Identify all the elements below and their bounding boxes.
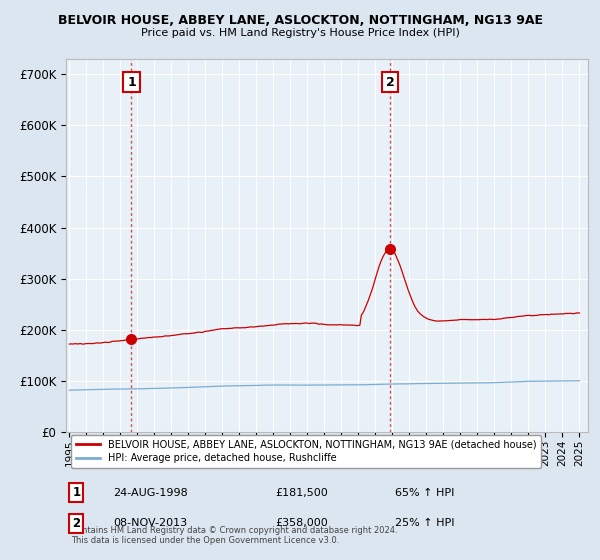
Text: £181,500: £181,500 — [275, 488, 328, 498]
Text: Contains HM Land Registry data © Crown copyright and database right 2024.
This d: Contains HM Land Registry data © Crown c… — [71, 526, 398, 545]
Text: 1: 1 — [127, 76, 136, 88]
Text: 65% ↑ HPI: 65% ↑ HPI — [395, 488, 454, 498]
Text: Price paid vs. HM Land Registry's House Price Index (HPI): Price paid vs. HM Land Registry's House … — [140, 28, 460, 38]
Text: 2: 2 — [386, 76, 394, 88]
Legend: BELVOIR HOUSE, ABBEY LANE, ASLOCKTON, NOTTINGHAM, NG13 9AE (detached house), HPI: BELVOIR HOUSE, ABBEY LANE, ASLOCKTON, NO… — [71, 435, 541, 468]
Text: BELVOIR HOUSE, ABBEY LANE, ASLOCKTON, NOTTINGHAM, NG13 9AE: BELVOIR HOUSE, ABBEY LANE, ASLOCKTON, NO… — [58, 14, 542, 27]
Text: 08-NOV-2013: 08-NOV-2013 — [113, 518, 187, 528]
Text: £358,000: £358,000 — [275, 518, 328, 528]
Text: 2: 2 — [73, 517, 80, 530]
Text: 1: 1 — [73, 486, 80, 500]
Text: 25% ↑ HPI: 25% ↑ HPI — [395, 518, 454, 528]
Text: 24-AUG-1998: 24-AUG-1998 — [113, 488, 188, 498]
